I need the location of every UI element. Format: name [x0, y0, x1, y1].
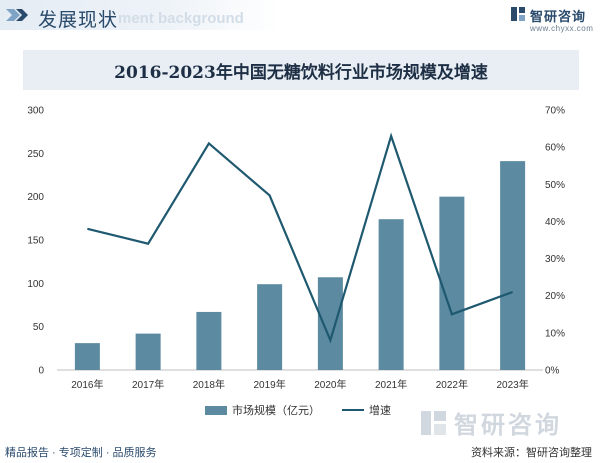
y-right-tick-label: 70% — [545, 106, 565, 117]
logo-icon — [511, 7, 525, 21]
x-tick-label: 2023年 — [497, 378, 529, 391]
chart-legend: 市场规模（亿元） 增速 — [0, 402, 600, 418]
y-left-tick-label: 50 — [33, 322, 45, 333]
watermark-text: 智研咨询 — [454, 412, 562, 439]
header-ghost-text: ment background — [118, 10, 244, 27]
chart-title-box: 2016-2023年中国无糖饮料行业市场规模及增速 — [23, 50, 579, 90]
logo-url: www.chyxx.com — [530, 24, 594, 33]
x-tick-label: 2016年 — [71, 378, 103, 391]
footer: 精品报告 · 专项定制 · 品质服务 资料来源：智研咨询整理 — [0, 438, 600, 463]
x-tick-label: 2021年 — [375, 378, 407, 391]
bar-2018年 — [196, 311, 222, 370]
y-left-tick-label: 0 — [38, 366, 44, 377]
logo-name: 智研咨询 — [530, 9, 587, 24]
y-right-tick-label: 50% — [545, 180, 565, 191]
growth-line — [87, 132, 514, 344]
y-right-tick-label: 0% — [545, 366, 560, 377]
header: ment background 发展现状 — [0, 0, 600, 40]
footer-source: 资料来源：智研咨询整理 — [471, 447, 592, 459]
y-left-tick-label: 200 — [27, 192, 44, 203]
header-banner — [0, 0, 280, 30]
watermark: 智研咨询 — [420, 405, 562, 440]
x-tick-label: 2018年 — [193, 378, 225, 391]
x-tick-label: 2022年 — [436, 378, 468, 391]
legend-bar-swatch — [205, 405, 227, 415]
bar-2022年 — [439, 196, 465, 370]
y-left-tick-label: 300 — [27, 106, 44, 117]
bar-2020年 — [317, 277, 343, 370]
chevron-accent-icon — [6, 9, 28, 21]
y-right-tick-label: 30% — [545, 254, 565, 265]
watermark-logo-icon — [421, 410, 446, 435]
y-right-tick-label: 20% — [545, 291, 565, 302]
brand-logo: 智研咨询 www.chyxx.com — [510, 6, 598, 38]
legend-label-bar: 市场规模（亿元） — [232, 405, 320, 417]
bar-2017年 — [135, 333, 161, 370]
y-left-tick-label: 100 — [27, 279, 44, 290]
legend-label-line: 增速 — [369, 405, 391, 417]
bar-2019年 — [257, 284, 283, 370]
bar-2023年 — [500, 161, 526, 370]
x-tick-label: 2020年 — [314, 378, 346, 391]
legend-item-line: 增速 — [342, 402, 391, 418]
footer-tagline: 精品报告 · 专项定制 · 品质服务 — [5, 447, 157, 459]
legend-item-bar: 市场规模（亿元） — [205, 402, 320, 418]
y-right-tick-label: 60% — [545, 143, 565, 154]
bar-2016年 — [74, 343, 100, 370]
y-left-tick-label: 250 — [27, 149, 44, 160]
page-title: 发展现状 — [38, 9, 119, 31]
y-right-tick-label: 40% — [545, 217, 565, 228]
y-left-tick-label: 150 — [27, 236, 44, 247]
bar-2021年 — [378, 219, 404, 370]
legend-line-swatch — [342, 409, 364, 411]
y-right-tick-label: 10% — [545, 328, 565, 339]
x-tick-label: 2019年 — [254, 378, 286, 391]
x-tick-label: 2017年 — [132, 378, 164, 391]
combo-chart: 0 50 100 150 200 250 300 0% 10% 20% 30% 40% 50% 60% 70… — [27, 106, 565, 392]
chart-title: 2016-2023年中国无糖饮料行业市场规模及增速 — [114, 62, 488, 83]
